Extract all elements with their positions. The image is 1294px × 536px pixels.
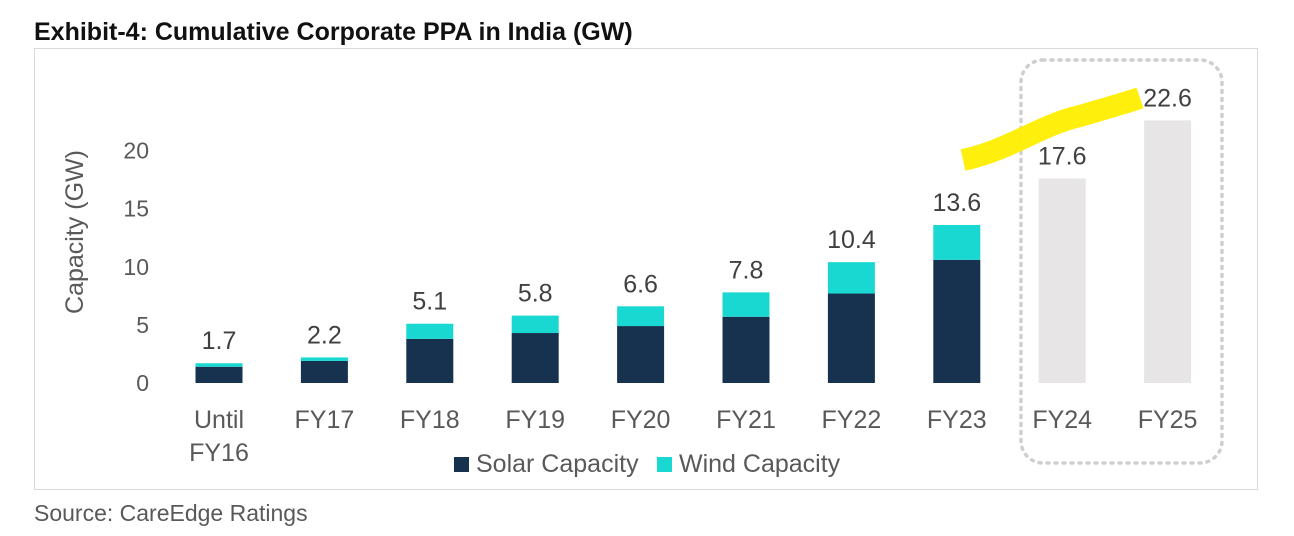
data-label-7: 13.6 <box>932 189 981 217</box>
bar-solar-2 <box>406 338 454 383</box>
data-label-3: 5.8 <box>518 280 553 308</box>
legend-swatch-wind <box>657 457 672 472</box>
bar-solar-1 <box>300 360 348 383</box>
x-tick-label-5-0: FY21 <box>716 406 776 434</box>
data-label-9: 22.6 <box>1143 84 1192 112</box>
y-tick-label-10: 10 <box>123 254 149 280</box>
bar-wind-1 <box>300 357 348 361</box>
source-note: Source: CareEdge Ratings <box>34 500 308 526</box>
bar-solar-4 <box>617 326 665 383</box>
bar-solar-6 <box>827 293 875 383</box>
data-label-4: 6.6 <box>623 270 658 298</box>
x-tick-label-6-0: FY22 <box>822 406 882 434</box>
bar-wind-5 <box>722 292 770 317</box>
x-tick-label-2-0: FY18 <box>400 406 460 434</box>
projection-dotted-box <box>1019 58 1224 465</box>
x-tick-label-7-0: FY23 <box>927 406 987 434</box>
bar-projected-8 <box>1038 178 1086 383</box>
data-label-2: 5.1 <box>412 288 447 316</box>
data-label-1: 2.2 <box>307 321 342 349</box>
x-tick-label-3-0: FY19 <box>505 406 565 434</box>
y-tick-label-20: 20 <box>123 138 149 164</box>
y-tick-label-5: 5 <box>136 312 149 338</box>
data-label-0: 1.7 <box>202 327 237 355</box>
bar-solar-5 <box>722 316 770 383</box>
chart-frame <box>34 48 1258 490</box>
x-tick-label-1-0: FY17 <box>295 406 355 434</box>
bar-wind-3 <box>511 315 559 334</box>
bar-wind-0 <box>195 363 243 367</box>
y-axis-title: Capacity (GW) <box>61 150 89 314</box>
legend-label-wind: Wind Capacity <box>679 450 841 478</box>
bar-solar-0 <box>195 366 243 383</box>
data-label-5: 7.8 <box>729 256 764 284</box>
x-tick-label-0-0: Until <box>194 406 244 434</box>
bar-wind-2 <box>406 323 454 339</box>
bar-wind-6 <box>827 262 875 294</box>
x-tick-label-4-0: FY20 <box>611 406 671 434</box>
legend-label-solar: Solar Capacity <box>476 450 639 478</box>
legend-swatch-solar <box>454 457 469 472</box>
bar-wind-4 <box>617 306 665 327</box>
chart-title: Exhibit-4: Cumulative Corporate PPA in I… <box>34 18 633 46</box>
y-tick-label-15: 15 <box>123 196 149 222</box>
x-tick-label-9-0: FY25 <box>1138 406 1198 434</box>
x-tick-label-0-1: FY16 <box>189 439 249 467</box>
x-tick-label-8-0: FY24 <box>1032 406 1092 434</box>
bar-solar-3 <box>511 333 559 383</box>
highlight-stroke <box>960 87 1144 171</box>
data-label-8: 17.6 <box>1038 142 1087 170</box>
data-label-6: 10.4 <box>827 226 876 254</box>
y-tick-label-0: 0 <box>136 370 149 396</box>
bar-wind-7 <box>933 224 981 260</box>
bar-solar-7 <box>933 259 981 383</box>
bar-projected-9 <box>1144 120 1192 383</box>
